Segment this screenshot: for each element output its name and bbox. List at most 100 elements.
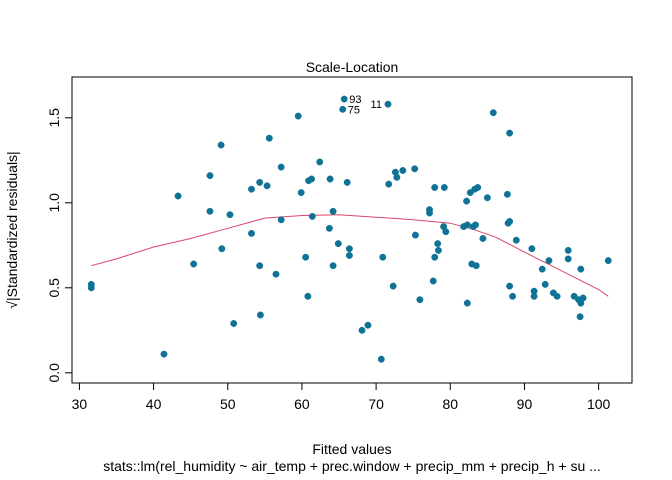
x-tick-label: 80	[442, 396, 458, 412]
data-point	[206, 172, 214, 180]
data-point	[576, 313, 584, 321]
data-point	[277, 216, 285, 224]
y-tick-label: 1.5	[46, 108, 62, 128]
data-point	[218, 245, 226, 253]
data-point	[334, 240, 342, 248]
x-tick-label: 60	[294, 396, 310, 412]
data-point	[472, 262, 480, 270]
x-tick-label: 40	[146, 396, 162, 412]
data-point	[326, 175, 334, 183]
data-point	[325, 224, 333, 232]
x-tick-label: 30	[72, 396, 88, 412]
data-point	[160, 350, 168, 358]
data-point	[302, 253, 310, 261]
x-axis-label: Fitted values	[312, 441, 391, 457]
data-point	[506, 129, 514, 137]
data-point	[553, 292, 561, 300]
data-point	[479, 235, 487, 242]
data-point	[343, 178, 351, 186]
data-point	[503, 190, 511, 198]
data-point	[226, 211, 234, 219]
data-point	[411, 165, 419, 173]
data-point	[545, 257, 553, 265]
data-point	[294, 112, 302, 120]
data-point	[399, 167, 407, 174]
data-point	[506, 282, 514, 290]
data-point	[389, 282, 397, 290]
data-point	[564, 255, 572, 263]
residual-points	[87, 95, 612, 363]
data-point	[577, 265, 585, 273]
data-point	[512, 236, 520, 244]
y-tick-label: 0.5	[46, 278, 62, 298]
data-point	[174, 192, 182, 200]
data-point	[431, 184, 439, 191]
data-point	[509, 292, 517, 300]
data-point	[340, 95, 348, 103]
data-point	[538, 265, 546, 273]
x-tick-label: 50	[220, 396, 236, 412]
data-point	[265, 134, 273, 142]
data-point	[316, 158, 324, 166]
data-point	[579, 294, 587, 302]
data-point	[263, 182, 271, 190]
data-point	[248, 229, 255, 237]
data-point	[463, 221, 471, 229]
data-point	[528, 245, 536, 253]
data-point	[345, 245, 353, 253]
x-tick-label: 90	[517, 396, 533, 412]
outlier-label: 11	[371, 99, 382, 111]
x-tick-label: 70	[368, 396, 384, 412]
data-point	[440, 184, 448, 191]
data-point	[339, 105, 347, 113]
data-point	[434, 246, 442, 254]
y-axis: 0.0 0.5 1.0 1.5	[46, 108, 73, 383]
data-point	[272, 270, 280, 278]
data-point	[358, 326, 366, 334]
data-point	[256, 262, 264, 270]
data-point	[308, 212, 316, 220]
data-point	[206, 207, 214, 215]
data-point	[463, 299, 471, 307]
data-point	[256, 311, 264, 319]
data-point	[308, 175, 316, 183]
data-point	[472, 221, 479, 229]
data-point	[230, 320, 238, 327]
data-point	[431, 253, 439, 261]
x-axis: 30 40 50 60 70 80 90 100	[72, 382, 611, 412]
y-tick-label: 1.0	[46, 193, 62, 213]
data-point	[530, 292, 538, 300]
plot-area-box	[71, 76, 633, 384]
chart-subtitle: stats::lm(rel_humidity ~ air_temp + prec…	[103, 458, 601, 474]
data-point	[190, 260, 198, 268]
data-point	[384, 100, 392, 108]
data-point	[393, 173, 401, 181]
data-point	[416, 296, 424, 304]
data-point	[604, 257, 612, 265]
data-point	[541, 280, 549, 288]
data-point	[385, 180, 393, 188]
data-point	[463, 197, 471, 205]
data-point	[411, 231, 419, 239]
data-point	[426, 206, 433, 214]
data-point	[87, 280, 95, 288]
outlier-label: 93	[349, 94, 361, 106]
data-point	[304, 292, 312, 300]
data-point	[277, 163, 285, 171]
outlier-label: 75	[348, 104, 360, 116]
chart-title: Scale-Location	[306, 59, 399, 75]
data-point	[429, 277, 437, 285]
data-point	[564, 246, 572, 254]
data-point	[248, 185, 255, 193]
data-point	[474, 184, 482, 191]
data-point	[442, 228, 450, 236]
data-point	[217, 141, 225, 149]
data-point	[345, 252, 353, 259]
smooth-trend-line	[91, 214, 609, 297]
data-point	[483, 194, 491, 202]
x-tick-label: 100	[587, 396, 611, 412]
data-point	[329, 262, 337, 270]
data-point	[364, 321, 372, 329]
